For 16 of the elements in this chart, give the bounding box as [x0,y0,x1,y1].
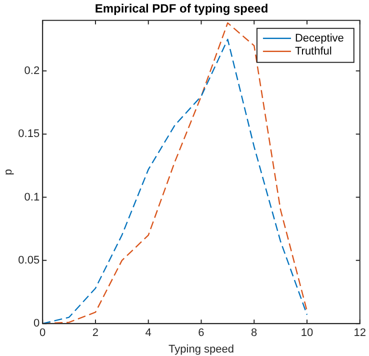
x-axis-title: Typing speed [168,343,234,356]
y-axis-title: p [2,168,15,176]
y-tick-label: 0.2 [24,64,40,77]
legend-label: Truthful [294,45,332,58]
x-tick-label: 8 [251,327,258,340]
x-tick-label: 6 [198,327,204,340]
x-tick-label: 10 [300,327,314,340]
y-tick-label: 0 [33,318,40,330]
legend-label: Deceptive [294,32,344,44]
y-tick-label: 0.05 [18,254,40,266]
x-tick-label: 4 [145,327,152,340]
y-tick-label: 0.15 [18,128,40,140]
y-tick-label: 0.1 [24,191,40,204]
x-tick-label: 12 [354,327,366,340]
chart-title: Empirical PDF of typing speed [94,2,268,16]
x-tick-label: 2 [92,327,99,340]
